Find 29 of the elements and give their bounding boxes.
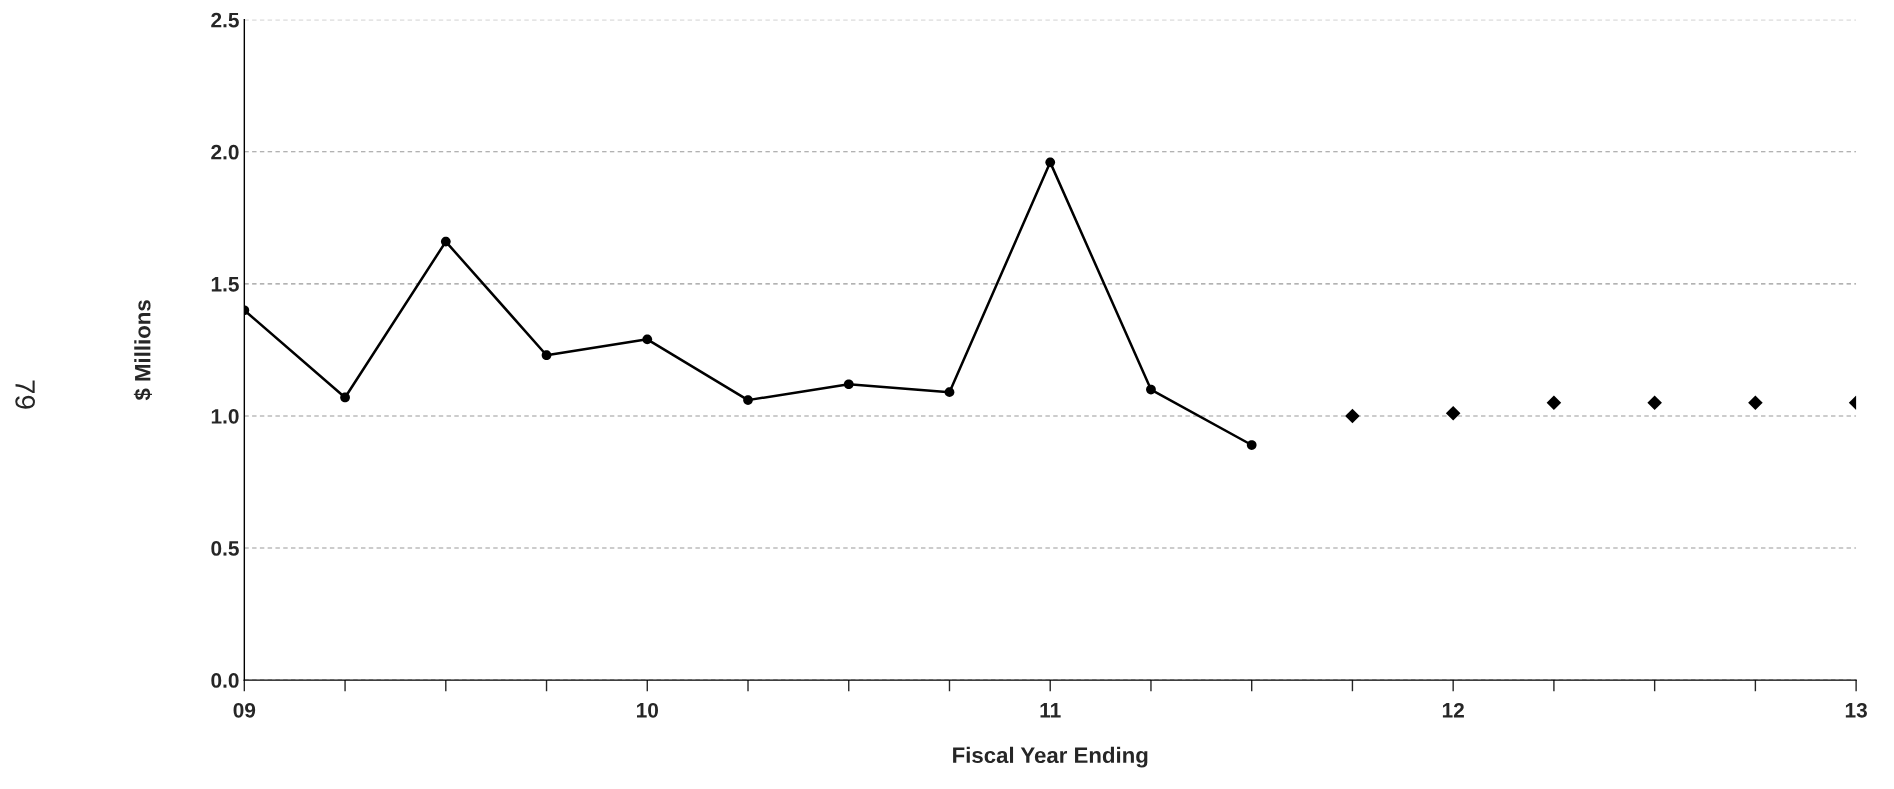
- x-tick-label: 13: [1845, 702, 1867, 718]
- point: [1546, 395, 1562, 411]
- point: [340, 392, 350, 403]
- x-tick-label: 10: [637, 702, 659, 718]
- point: [1345, 408, 1360, 424]
- y-tick-label: 0.5: [211, 541, 239, 556]
- y-axis-title: $ Millions: [133, 300, 152, 401]
- y-tick-label: 1.5: [211, 277, 239, 292]
- point: [1445, 406, 1461, 421]
- x-tick-label: 12: [1442, 702, 1464, 718]
- point: [944, 387, 955, 398]
- point: [440, 236, 451, 247]
- point: [843, 379, 854, 390]
- point: [642, 334, 653, 345]
- point: [1748, 395, 1763, 411]
- point: [1146, 384, 1156, 395]
- y-tick-label: 1.0: [211, 408, 239, 424]
- y-tick-label: 2.5: [211, 12, 239, 28]
- text: 79: [15, 380, 35, 409]
- point: [1647, 395, 1662, 411]
- point: [541, 350, 552, 361]
- x-axis-title: Fiscal Year Ending: [953, 746, 1148, 768]
- y-tick-label: 0.0: [211, 673, 239, 688]
- y-tick-label: 2.0: [211, 144, 239, 160]
- point: [1045, 157, 1056, 168]
- point: [1246, 440, 1257, 450]
- point: [743, 395, 753, 405]
- x-tick-label: 11: [1040, 703, 1061, 718]
- x-tick-label: 09: [233, 702, 256, 718]
